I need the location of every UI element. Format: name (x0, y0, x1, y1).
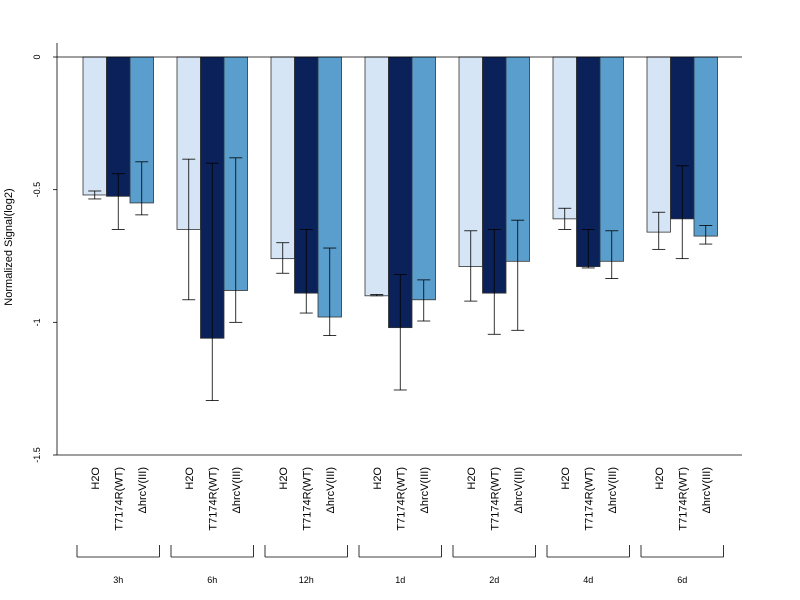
error-bars (88, 157, 713, 402)
category-label: H2O (90, 467, 102, 490)
error-bar-6d-0 (652, 211, 666, 250)
group-bracket (264, 545, 348, 558)
y-tick-label: -0.5 (32, 182, 42, 198)
bar-4d-0 (552, 56, 577, 220)
error-bar-2d-2 (511, 219, 525, 331)
category-label: T7174R(WT) (583, 467, 595, 531)
category-labels: H2O T7174R(WT) ΔhrcV(III) 3h H2O T7174R(WT) Δh… (76, 467, 724, 585)
category-label: T7174R(WT) (113, 467, 125, 531)
category-label: T7174R(WT) (489, 467, 501, 531)
group-label: 6h (207, 575, 217, 585)
y-tick-label: -1 (32, 318, 42, 326)
error-bar-2d-0 (464, 230, 478, 302)
category-label: ΔhrcV(III) (513, 467, 525, 513)
category-label: H2O (184, 467, 196, 490)
error-bar-4d-0 (558, 207, 572, 230)
category-label: ΔhrcV(III) (325, 467, 337, 513)
error-bar-4d-1 (581, 229, 595, 269)
error-bar-3h-2 (135, 161, 149, 216)
group-bracket (452, 545, 536, 558)
bar-6d-2 (693, 56, 718, 237)
error-bar-6h-2 (229, 157, 243, 323)
y-tick-label: 0 (32, 54, 42, 59)
group-bracket (358, 545, 442, 558)
category-label: H2O (560, 467, 572, 490)
bar-3h-0 (82, 56, 107, 196)
error-bar-6d-2 (699, 225, 713, 245)
category-label: T7174R(WT) (395, 467, 407, 531)
category-label: ΔhrcV(III) (419, 467, 431, 513)
error-bar-1d-2 (417, 279, 431, 322)
bars (82, 56, 718, 339)
category-label: T7174R(WT) (207, 467, 219, 531)
error-bar-4d-2 (605, 230, 619, 279)
error-bar-1d-0 (370, 294, 384, 297)
category-label: ΔhrcV(III) (137, 467, 149, 513)
error-bar-6d-1 (675, 165, 689, 260)
group-label: 12h (299, 575, 314, 585)
category-label: H2O (466, 467, 478, 490)
category-label: ΔhrcV(III) (701, 467, 713, 513)
category-label: H2O (372, 467, 384, 490)
axes: 0 -0.5 -1 -1.5 (32, 43, 742, 463)
category-label: ΔhrcV(III) (231, 467, 243, 513)
category-label: H2O (278, 467, 290, 490)
group-bracket (640, 545, 724, 558)
error-bar-12h-2 (323, 247, 337, 337)
group-label: 2d (489, 575, 499, 585)
group-label: 1d (395, 575, 405, 585)
category-label: T7174R(WT) (301, 467, 313, 531)
category-label: ΔhrcV(III) (607, 467, 619, 513)
error-bar-12h-1 (299, 229, 313, 314)
group-bracket (170, 545, 254, 558)
group-label: 4d (583, 575, 593, 585)
error-bar-12h-0 (276, 242, 290, 274)
group-label: 3h (113, 575, 123, 585)
category-label: H2O (654, 467, 666, 490)
y-tick-label: -1.5 (32, 447, 42, 463)
group-bracket (76, 545, 160, 558)
error-bar-2d-1 (487, 229, 501, 335)
group-bracket (546, 545, 630, 558)
bar-12h-0 (270, 56, 295, 260)
group-label: 6d (677, 575, 687, 585)
bar-6d-0 (646, 56, 671, 233)
error-bar-1d-1 (393, 274, 407, 391)
y-axis-title: Normalized Signal(log2) (3, 188, 15, 305)
error-bar-3h-0 (88, 190, 102, 200)
error-bar-6h-1 (205, 162, 219, 402)
error-bar-3h-1 (111, 173, 125, 230)
error-bar-6h-0 (182, 158, 196, 301)
bar-1d-0 (364, 56, 389, 297)
category-label: T7174R(WT) (677, 467, 689, 531)
bar-1d-2 (411, 56, 436, 301)
